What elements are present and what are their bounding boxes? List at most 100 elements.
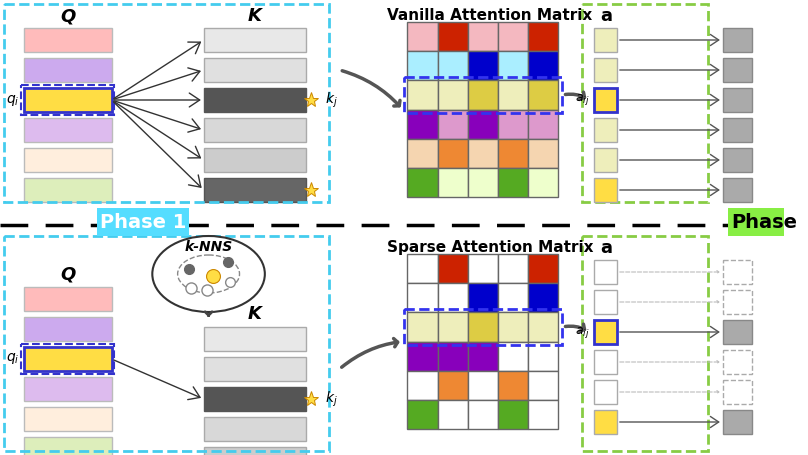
Bar <box>407 81 437 110</box>
Bar <box>204 118 305 142</box>
Bar <box>498 168 528 197</box>
Bar <box>722 290 751 314</box>
Bar <box>594 290 617 314</box>
Bar <box>21 344 115 374</box>
Bar <box>437 342 468 371</box>
Text: Vanilla Attention Matrix: Vanilla Attention Matrix <box>387 8 592 23</box>
Bar <box>722 88 751 112</box>
Text: a: a <box>600 7 612 25</box>
Text: $q_i$: $q_i$ <box>6 92 19 107</box>
Text: Sparse Attention Matrix: Sparse Attention Matrix <box>387 240 593 255</box>
Bar <box>594 380 617 404</box>
Bar <box>528 81 558 110</box>
Text: $k_j$: $k_j$ <box>325 389 338 409</box>
Bar <box>437 312 468 342</box>
Bar <box>498 139 528 168</box>
Bar <box>528 22 558 51</box>
Bar <box>582 236 708 451</box>
Bar <box>468 342 498 371</box>
Bar <box>468 168 498 197</box>
Bar <box>204 178 305 202</box>
Bar <box>437 51 468 81</box>
Bar <box>468 312 498 342</box>
Bar <box>437 81 468 110</box>
Bar <box>437 168 468 197</box>
Bar <box>204 387 305 411</box>
Bar <box>528 283 558 312</box>
Bar <box>24 407 112 431</box>
Bar <box>468 139 498 168</box>
Bar <box>407 22 437 51</box>
Bar <box>24 88 112 112</box>
Text: $a_{ij}$: $a_{ij}$ <box>575 324 590 339</box>
Bar <box>528 342 558 371</box>
Bar <box>528 371 558 400</box>
Bar <box>528 400 558 429</box>
Bar <box>594 58 617 82</box>
Bar <box>722 380 751 404</box>
Bar <box>407 254 437 283</box>
Bar <box>24 317 112 341</box>
Bar <box>498 342 528 371</box>
Ellipse shape <box>152 236 265 312</box>
Text: K: K <box>248 7 262 25</box>
Bar <box>204 148 305 172</box>
Bar <box>528 110 558 139</box>
Bar <box>437 371 468 400</box>
Bar <box>722 410 751 434</box>
Text: Q: Q <box>61 265 75 283</box>
Bar <box>24 148 112 172</box>
Text: Phase: Phase <box>731 212 797 232</box>
Bar <box>204 447 305 455</box>
Bar <box>407 342 437 371</box>
Bar <box>407 51 437 81</box>
Bar <box>407 283 437 312</box>
Bar <box>437 22 468 51</box>
Bar <box>498 283 528 312</box>
Bar <box>407 168 437 197</box>
Bar <box>727 208 786 236</box>
Bar <box>498 22 528 51</box>
Bar <box>498 312 528 342</box>
Bar <box>468 283 498 312</box>
Bar <box>498 371 528 400</box>
Bar <box>468 51 498 81</box>
Text: Q: Q <box>61 7 75 25</box>
Text: k-NNS: k-NNS <box>184 240 233 254</box>
Bar <box>498 110 528 139</box>
Bar <box>722 260 751 284</box>
Bar <box>204 327 305 351</box>
Bar <box>437 283 468 312</box>
Bar <box>594 178 617 202</box>
Bar <box>204 417 305 441</box>
Bar <box>528 168 558 197</box>
Bar <box>594 28 617 52</box>
Bar <box>4 4 329 202</box>
Bar <box>528 51 558 81</box>
Bar <box>722 350 751 374</box>
Bar <box>24 347 112 371</box>
Bar <box>407 110 437 139</box>
Bar <box>437 254 468 283</box>
Bar <box>528 312 558 342</box>
Bar <box>24 178 112 202</box>
Bar <box>24 118 112 142</box>
Bar <box>722 148 751 172</box>
Bar <box>468 110 498 139</box>
Text: $a_{ij}$: $a_{ij}$ <box>575 92 590 107</box>
Bar <box>24 437 112 455</box>
Bar <box>594 320 617 344</box>
Bar <box>407 400 437 429</box>
Bar <box>97 208 189 236</box>
Bar <box>594 260 617 284</box>
Text: a: a <box>600 239 612 257</box>
Bar <box>437 110 468 139</box>
Bar <box>24 58 112 82</box>
Bar <box>528 139 558 168</box>
Bar <box>528 254 558 283</box>
Bar <box>594 410 617 434</box>
Bar <box>407 139 437 168</box>
Bar <box>437 400 468 429</box>
Bar <box>24 377 112 401</box>
Bar <box>24 347 112 371</box>
